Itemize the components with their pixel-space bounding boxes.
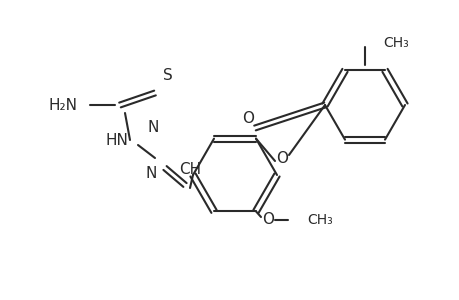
Text: N: N bbox=[148, 120, 159, 135]
Text: HN: HN bbox=[105, 133, 128, 148]
Text: O: O bbox=[262, 212, 274, 227]
Text: CH₃: CH₃ bbox=[306, 213, 332, 227]
Text: CH: CH bbox=[179, 162, 201, 177]
Text: H₂N: H₂N bbox=[49, 98, 78, 112]
Text: N: N bbox=[146, 166, 157, 181]
Text: O: O bbox=[275, 151, 287, 166]
Text: O: O bbox=[241, 110, 253, 125]
Text: S: S bbox=[162, 68, 173, 83]
Text: CH₃: CH₃ bbox=[382, 36, 408, 50]
